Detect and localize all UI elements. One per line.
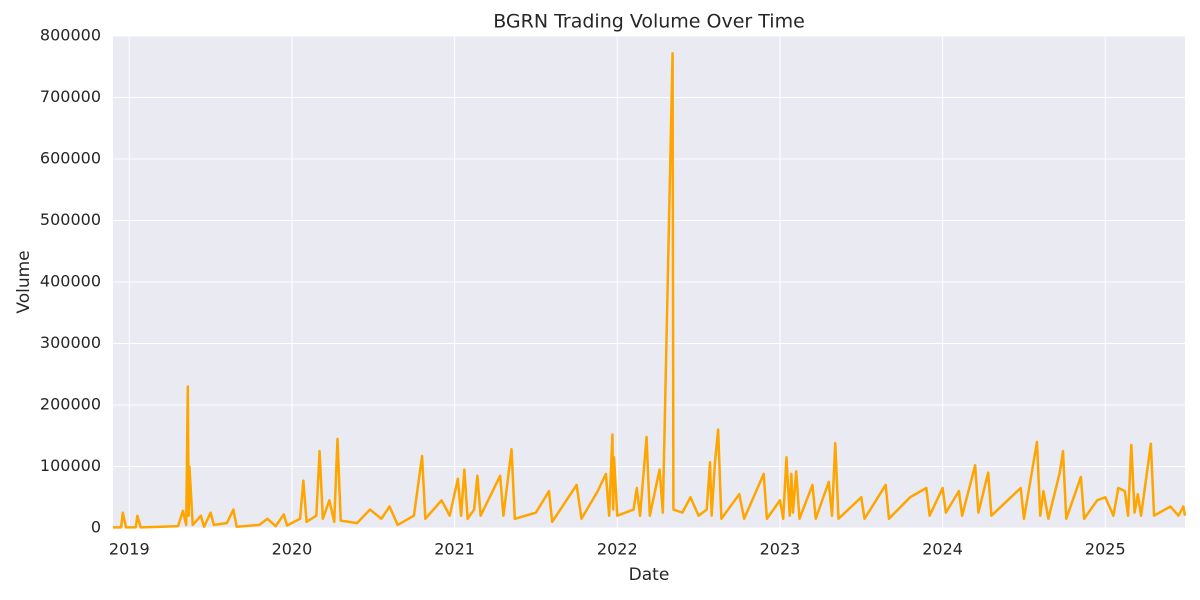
x-tick-label: 2025	[1085, 540, 1126, 559]
x-tick-label: 2019	[109, 540, 150, 559]
chart-title: BGRN Trading Volume Over Time	[493, 11, 805, 33]
data-line	[113, 51, 1187, 529]
x-axis-label: Date	[629, 565, 670, 585]
x-tick-label: 2024	[922, 540, 963, 559]
x-tick-label: 2020	[272, 540, 313, 559]
y-tick-label: 300000	[40, 333, 101, 352]
y-tick-label: 400000	[40, 272, 101, 291]
y-axis-label: Volume	[14, 250, 34, 313]
y-tick-label: 800000	[40, 26, 101, 45]
x-tick-label: 2021	[434, 540, 475, 559]
y-tick-label: 500000	[40, 210, 101, 229]
y-tick-label: 200000	[40, 395, 101, 414]
y-tick-label: 0	[91, 518, 101, 537]
x-tick-label: 2022	[597, 540, 638, 559]
y-tick-label: 100000	[40, 456, 101, 475]
y-tick-label: 600000	[40, 149, 101, 168]
y-tick-label: 700000	[40, 87, 101, 106]
x-tick-label: 2023	[760, 540, 801, 559]
